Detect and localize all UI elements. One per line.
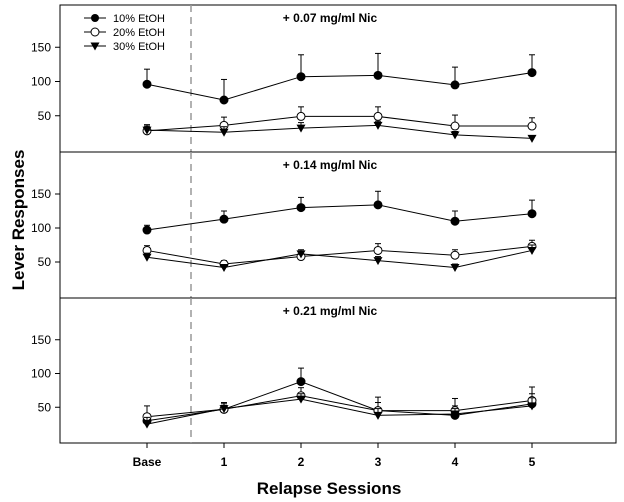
x-tick-label: 4 (452, 455, 459, 469)
x-tick-label: 1 (221, 455, 228, 469)
data-point (219, 263, 229, 272)
data-point (142, 79, 152, 89)
legend-marker (90, 42, 100, 51)
y-tick-label: 100 (31, 221, 51, 235)
y-axis-title: Lever Responses (9, 150, 28, 291)
legend-entry: 30% EtOH (84, 41, 165, 53)
y-tick-label: 150 (31, 333, 51, 347)
panels: 50 100 150 + 0.07 mg/ml Nic 50 100 150 + 0.14 m… (31, 4, 617, 444)
series-20-etoh (142, 106, 537, 136)
series-10-etoh (142, 52, 537, 105)
y-tick-label: 150 (31, 40, 51, 54)
data-point (527, 121, 537, 131)
series-10-etoh (142, 367, 537, 426)
data-point (373, 121, 383, 130)
panel-3: 50 100 150 + 0.21 mg/ml Nic (31, 297, 617, 444)
data-point (373, 70, 383, 80)
x-tick-label: 3 (375, 455, 382, 469)
legend-entry: 20% EtOH (84, 27, 165, 39)
data-point (296, 124, 306, 133)
data-point (373, 245, 383, 255)
panel-frame (59, 297, 617, 444)
y-tick-label: 50 (38, 109, 52, 123)
series-line (146, 381, 533, 422)
data-point (527, 68, 537, 78)
series-line (146, 249, 533, 268)
series-line (146, 115, 532, 132)
data-point (450, 121, 460, 131)
legend-label: 10% EtOH (113, 13, 165, 25)
series-line (146, 204, 533, 231)
data-point (219, 214, 229, 224)
legend-entry: 10% EtOH (84, 13, 165, 25)
legend: 10% EtOH 20% EtOH 30% EtOH (84, 13, 165, 53)
data-point (219, 128, 229, 137)
data-point (219, 405, 229, 414)
panel-2: 50 100 150 + 0.14 mg/ml Nic (31, 151, 617, 299)
x-axis: Base 1 2 3 4 5 (133, 443, 536, 469)
series-20-etoh (142, 239, 537, 269)
series-30-etoh (142, 120, 537, 143)
series-line (146, 395, 533, 418)
panel-title: + 0.14 mg/ml Nic (283, 158, 378, 172)
series-line (146, 245, 533, 265)
data-point (219, 95, 229, 105)
legend-label: 30% EtOH (113, 41, 165, 53)
data-point (527, 134, 537, 143)
data-point (373, 111, 383, 121)
data-point (296, 377, 306, 387)
y-tick-label: 100 (31, 75, 51, 89)
data-point (373, 257, 383, 266)
data-point (296, 72, 306, 82)
data-point (527, 402, 537, 411)
series-10-etoh (142, 190, 537, 235)
y-tick-label: 100 (31, 367, 51, 381)
data-point (296, 250, 306, 259)
data-point (296, 395, 306, 404)
x-tick-label: Base (133, 455, 162, 469)
data-point (450, 216, 460, 226)
series-30-etoh (142, 393, 537, 429)
data-point (296, 203, 306, 213)
y-tick-label: 50 (38, 255, 52, 269)
data-point (373, 411, 383, 420)
y-tick-label: 150 (31, 187, 51, 201)
panel-title: + 0.07 mg/ml Nic (283, 11, 378, 25)
legend-label: 20% EtOH (113, 27, 165, 39)
x-tick-label: 2 (298, 455, 305, 469)
data-point (450, 263, 460, 272)
series-line (146, 124, 533, 139)
data-point (142, 253, 152, 262)
data-point (142, 126, 152, 135)
series-30-etoh (142, 244, 537, 272)
data-point (296, 111, 306, 121)
data-point (450, 80, 460, 90)
data-point (450, 131, 460, 140)
series-20-etoh (142, 386, 537, 422)
data-point (450, 410, 460, 419)
data-point (373, 200, 383, 210)
data-point (142, 225, 152, 235)
y-tick-label: 50 (38, 400, 52, 414)
panel-title: + 0.21 mg/ml Nic (283, 304, 378, 318)
x-axis-title: Relapse Sessions (257, 479, 402, 498)
legend-marker (91, 14, 99, 22)
data-point (450, 250, 460, 260)
series-line (146, 398, 533, 425)
data-point (527, 246, 537, 255)
x-tick-label: 5 (529, 455, 536, 469)
series-line (146, 72, 533, 101)
legend-marker (90, 27, 100, 37)
data-point (142, 420, 152, 429)
data-point (527, 209, 537, 219)
panel-frame (59, 151, 617, 299)
